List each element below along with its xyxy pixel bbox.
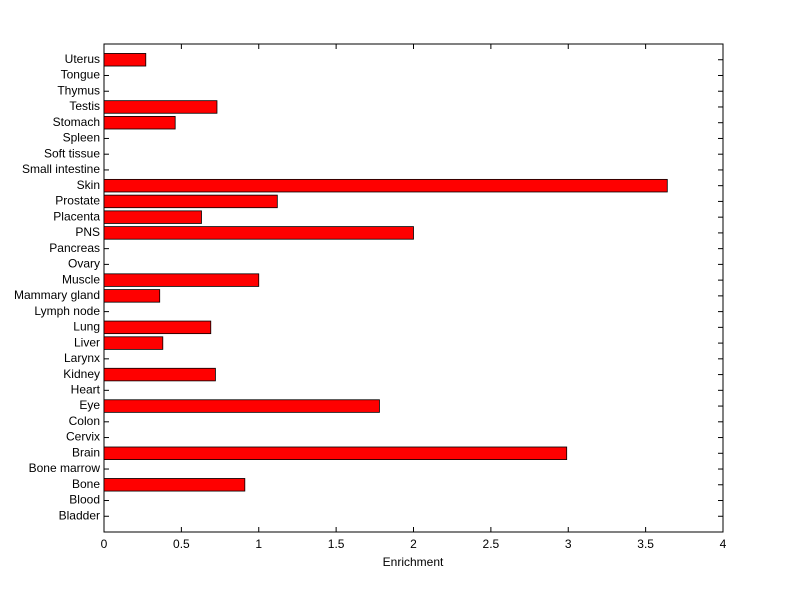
x-tick-label: 0 (101, 537, 108, 551)
x-tick-label: 4 (720, 537, 727, 551)
y-tick-label: Bladder (59, 508, 100, 522)
x-tick-label: 2 (410, 537, 417, 551)
y-tick-label: Lung (73, 320, 100, 334)
x-tick-label: 3 (565, 537, 572, 551)
bar (103, 367, 216, 382)
y-tick-label: Uterus (65, 52, 100, 66)
y-tick-label: PNS (75, 225, 100, 239)
y-tick-label: Ovary (68, 257, 100, 271)
x-tick-label: 1 (255, 537, 262, 551)
y-tick-label: Heart (71, 382, 101, 396)
y-tick-label: Testis (69, 99, 100, 113)
bar (103, 478, 246, 492)
bar (103, 446, 568, 460)
bar (103, 116, 176, 130)
y-tick-label: Thymus (57, 83, 100, 97)
bar (103, 100, 218, 114)
bar (103, 273, 260, 287)
bar (103, 336, 164, 350)
y-tick-label: Prostate (55, 194, 100, 208)
y-tick-label: Bone (72, 477, 100, 491)
y-tick-label: Stomach (53, 115, 100, 129)
x-tick-label: 0.5 (173, 537, 190, 551)
y-tick-label: Spleen (63, 131, 100, 145)
bar (103, 178, 668, 193)
y-tick-label: Soft tissue (44, 146, 100, 160)
bar (103, 320, 212, 335)
bar (103, 210, 202, 224)
y-tick-label: Bone marrow (29, 461, 101, 475)
x-axis-label: Enrichment (383, 555, 444, 569)
y-tick-label: Muscle (62, 272, 100, 286)
x-tick-label: 3.5 (637, 537, 654, 551)
y-tick-label: Blood (69, 493, 100, 507)
y-tick-label: Skin (77, 178, 100, 192)
bar (103, 289, 161, 303)
y-tick-label: Cervix (66, 430, 100, 444)
bar (103, 399, 380, 413)
x-tick-label: 1.5 (328, 537, 345, 551)
y-tick-label: Liver (74, 335, 100, 349)
y-tick-label: Eye (79, 398, 100, 412)
y-tick-label: Brain (72, 445, 100, 459)
bar (103, 53, 147, 67)
y-tick-label: Placenta (53, 209, 100, 223)
bar (103, 194, 278, 209)
y-tick-label: Small intestine (22, 162, 100, 176)
y-tick-label: Kidney (63, 367, 100, 381)
y-tick-label: Larynx (64, 351, 100, 365)
y-tick-label: Pancreas (49, 241, 100, 255)
bar (103, 226, 414, 240)
y-tick-label: Mammary gland (14, 288, 100, 302)
y-tick-label: Tongue (61, 68, 101, 82)
x-tick-label: 2.5 (483, 537, 500, 551)
y-tick-label: Lymph node (34, 304, 100, 318)
y-tick-label: Colon (69, 414, 100, 428)
